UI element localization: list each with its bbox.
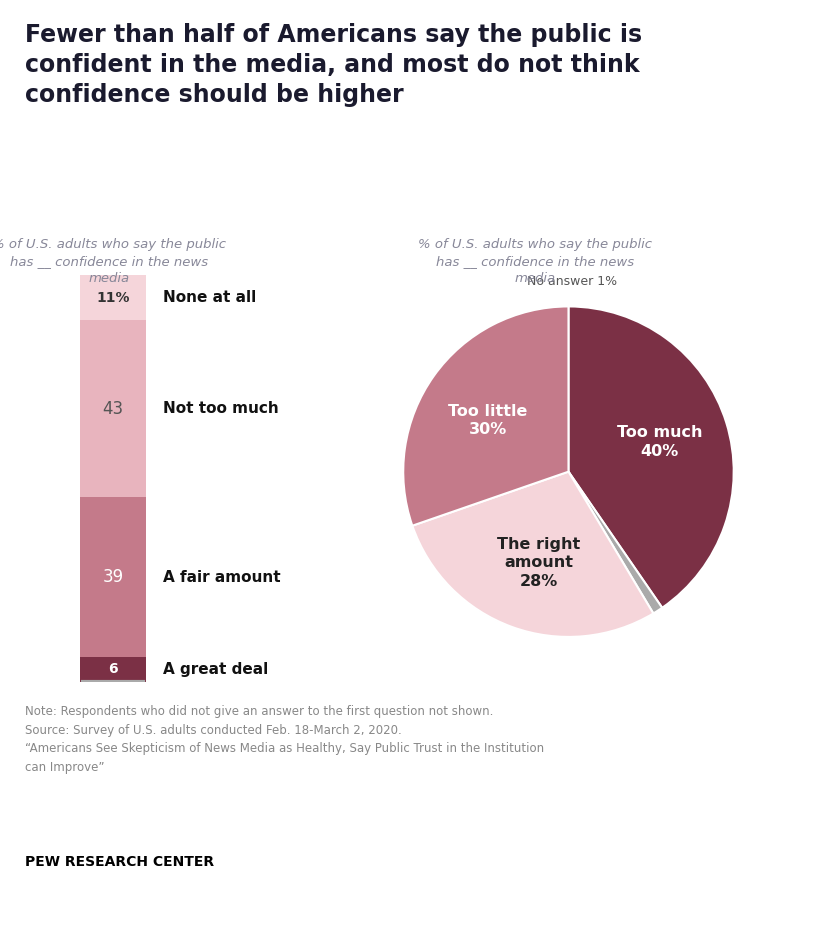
Text: Too much
40%: Too much 40% <box>617 425 702 459</box>
Text: Too little
30%: Too little 30% <box>448 403 528 437</box>
Bar <box>80 658 145 682</box>
Wedge shape <box>568 472 662 614</box>
Text: A fair amount: A fair amount <box>162 570 280 585</box>
Text: 6: 6 <box>108 662 118 676</box>
Wedge shape <box>568 306 734 608</box>
Text: None at all: None at all <box>162 290 256 305</box>
Text: Not too much: Not too much <box>162 401 278 416</box>
Text: Note: Respondents who did not give an answer to the first question not shown.
So: Note: Respondents who did not give an an… <box>25 705 544 773</box>
Text: 43: 43 <box>102 400 124 417</box>
Text: No answer 1%: No answer 1% <box>528 276 617 288</box>
Text: % of U.S. adults who say the public
has __ confidence in the news
media: % of U.S. adults who say the public has … <box>418 238 652 285</box>
Text: 11%: 11% <box>96 290 130 304</box>
Wedge shape <box>412 472 654 637</box>
Bar <box>80 320 145 497</box>
Text: PEW RESEARCH CENTER: PEW RESEARCH CENTER <box>25 855 214 869</box>
Bar <box>80 275 145 320</box>
Bar <box>80 497 145 658</box>
Text: 39: 39 <box>102 568 124 586</box>
Wedge shape <box>403 306 568 526</box>
Text: % of U.S. adults who say the public
has __ confidence in the news
media: % of U.S. adults who say the public has … <box>0 238 226 285</box>
Text: The right
amount
28%: The right amount 28% <box>497 537 580 589</box>
Text: A great deal: A great deal <box>162 662 268 677</box>
Text: Fewer than half of Americans say the public is
confident in the media, and most : Fewer than half of Americans say the pub… <box>25 23 642 106</box>
